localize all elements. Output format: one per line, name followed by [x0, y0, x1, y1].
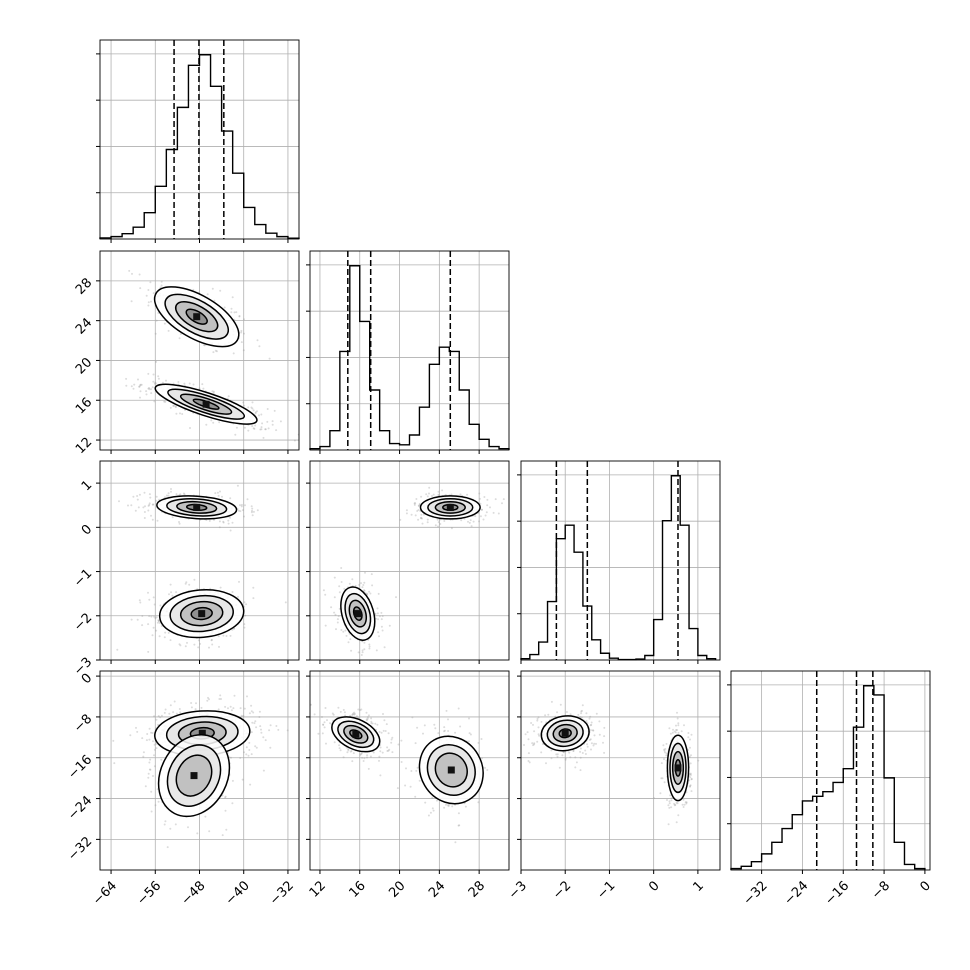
density-panel-0-1 — [96, 250, 300, 454]
density-panel-2-3 — [517, 670, 721, 874]
x-tick-label-1-4: 28 — [466, 878, 488, 900]
panel-frame-0-3 — [99, 670, 300, 871]
histogram-steps-2 — [520, 475, 717, 661]
y-tick-label-3-4: 0 — [79, 671, 95, 687]
x-tick-label-3-0: −32 — [741, 878, 771, 908]
x-tick-label-3-1: −24 — [781, 878, 811, 908]
panel-frame-1-2 — [309, 460, 510, 661]
y-tick-label-3-2: −16 — [65, 752, 95, 782]
x-tick-label-3-4: 0 — [917, 878, 933, 894]
density-panel-1-3 — [306, 670, 510, 874]
x-tick-label-0-1: −56 — [134, 878, 164, 908]
x-tick-label-1-3: 24 — [426, 878, 448, 900]
panel-frame-0-1 — [99, 250, 300, 451]
panel-frame-1-3 — [309, 670, 510, 871]
density-peak-0-3-0 — [198, 729, 206, 737]
x-tick-label-2-3: 0 — [646, 878, 662, 894]
x-tick-label-2-1: −2 — [550, 878, 574, 902]
x-tick-label-2-4: 1 — [690, 878, 706, 894]
histogram-panel-3 — [727, 670, 931, 874]
density-plot-area-0-3 — [100, 671, 299, 870]
density-plot-area-0-1 — [100, 251, 299, 450]
panel-frame-0-0 — [99, 39, 300, 240]
y-tick-label-1-0: 12 — [73, 435, 95, 457]
density-peak-1-3-0 — [352, 730, 360, 738]
x-tick-label-0-2: −48 — [179, 878, 209, 908]
density-peak-0-1-0 — [193, 313, 201, 321]
x-tick-label-3-2: −16 — [822, 878, 852, 908]
density-peak-1-2-0 — [446, 503, 454, 511]
histogram-panel-0 — [96, 39, 300, 243]
histogram-steps-1 — [309, 265, 510, 450]
y-tick-label-1-3: 24 — [73, 315, 95, 337]
density-panel-0-2 — [96, 460, 300, 664]
density-peak-1-3-1 — [447, 766, 455, 774]
x-tick-label-0-0: −64 — [90, 878, 120, 908]
density-peak-0-1-1 — [202, 400, 210, 408]
y-tick-label-3-3: −8 — [71, 712, 95, 736]
panel-frame-0-2 — [99, 460, 300, 661]
density-plot-area-1-2 — [310, 461, 509, 660]
y-tick-label-1-1: 16 — [73, 395, 95, 417]
y-tick-label-1-4: 28 — [73, 276, 95, 298]
x-tick-label-1-1: 16 — [347, 878, 369, 900]
density-plot-area-0-2 — [100, 461, 299, 660]
y-tick-label-2-2: −1 — [71, 566, 95, 590]
density-peak-1-2-1 — [354, 610, 362, 618]
density-plot-area-1-3 — [310, 671, 509, 870]
density-peak-0-3-1 — [190, 772, 198, 780]
histogram-panel-1 — [306, 250, 510, 454]
density-peak-0-2-1 — [198, 610, 206, 618]
panel-frame-2-3 — [520, 670, 721, 871]
density-panel-1-2 — [306, 460, 510, 664]
panel-frame-2-2 — [520, 460, 721, 661]
density-peak-2-3-1 — [674, 764, 682, 772]
y-tick-label-2-3: 0 — [79, 522, 95, 538]
x-tick-label-0-4: −32 — [267, 878, 297, 908]
density-peak-2-3-0 — [561, 729, 569, 737]
x-tick-label-1-2: 20 — [386, 878, 408, 900]
y-tick-label-2-1: −2 — [71, 610, 95, 634]
x-tick-label-1-0: 12 — [307, 878, 329, 900]
histogram-panel-2 — [517, 460, 721, 664]
y-tick-label-1-2: 20 — [73, 355, 95, 377]
panel-frame-1-1 — [309, 250, 510, 451]
y-tick-label-2-4: 1 — [79, 478, 95, 494]
x-tick-label-3-3: −8 — [869, 878, 893, 902]
x-tick-label-0-3: −40 — [223, 878, 253, 908]
x-tick-label-2-2: −1 — [594, 878, 618, 902]
density-panel-0-3 — [96, 670, 300, 874]
y-tick-label-3-0: −32 — [65, 834, 95, 864]
y-tick-label-3-1: −24 — [65, 793, 95, 823]
histogram-steps-3 — [730, 685, 926, 870]
x-tick-label-2-0: −3 — [506, 878, 530, 902]
panel-frame-3-3 — [730, 670, 931, 871]
density-peak-0-2-0 — [193, 503, 201, 511]
density-plot-area-2-3 — [521, 671, 720, 870]
